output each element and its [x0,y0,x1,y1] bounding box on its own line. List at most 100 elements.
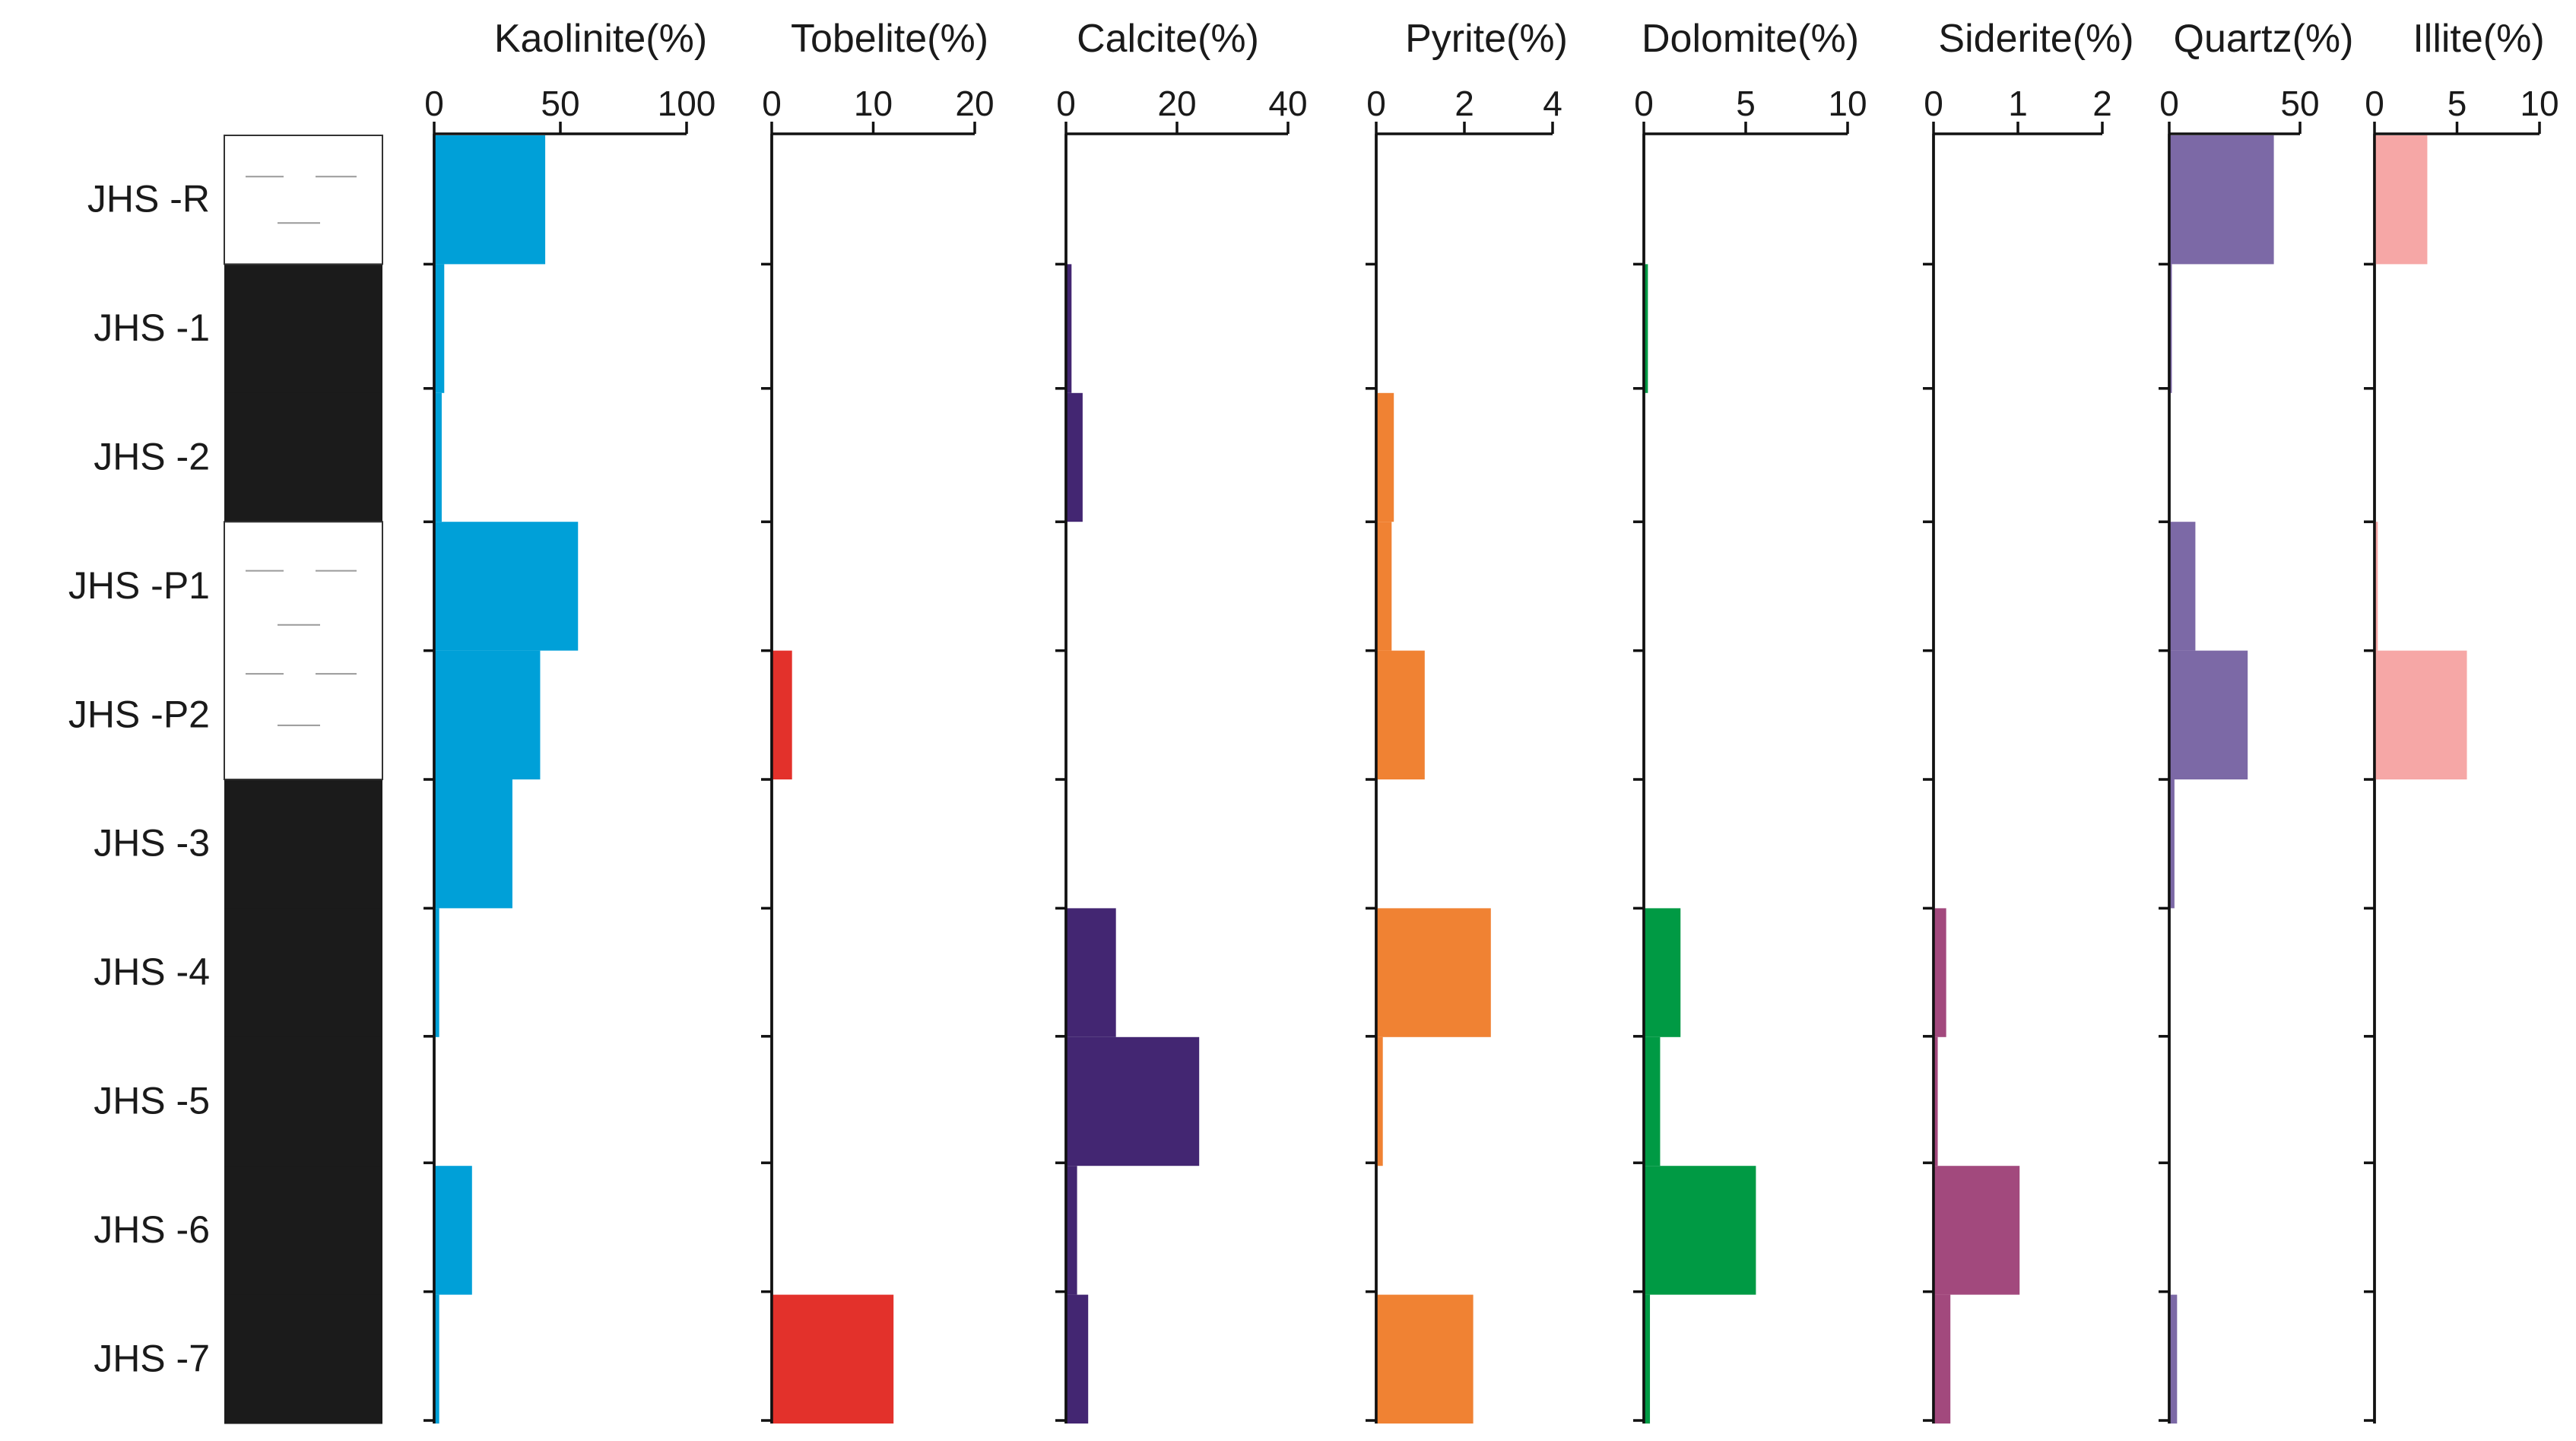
series-title: Pyrite(%) [1405,17,1568,61]
lithology-outline [224,135,383,265]
bar [1376,908,1491,1037]
panel-pyrite: Pyrite(%) 0 2 4 [1366,17,1568,1424]
lithology-coal [224,1294,382,1424]
lithology-coal [224,908,382,1038]
sample-label: JHS -3 [94,822,210,865]
lithology-mudstone [224,522,382,652]
series-title: Tobelite(%) [791,17,988,61]
sample-label: JHS -1 [94,306,210,349]
panel-illite: Illite(%) 0 5 10 [2364,17,2559,1424]
series-title: Dolomite(%) [1642,17,1859,61]
series-title: Illite(%) [2413,17,2544,61]
x-tick-label: 4 [1543,84,1562,123]
bar [2169,1294,2178,1424]
bar [1934,1036,1938,1166]
x-tick-label: 50 [2280,84,2319,123]
series-title: Kaolinite(%) [494,17,707,61]
bar [1066,1294,1089,1424]
bar [434,779,512,909]
bar [2169,135,2274,265]
bar [1066,264,1072,393]
bar [1934,908,1946,1037]
x-tick-label: 2 [2092,84,2112,123]
bar [1066,908,1116,1037]
sample-label: JHS -2 [94,436,210,478]
sample-labels: JHS -R JHS -1 JHS -2 JHS -P1 JHS -P2 JHS -3 JH… [68,178,210,1380]
lithology-mudstone [224,135,382,265]
lithology-coal [224,392,382,522]
lithology-coal [224,1166,382,1296]
x-tick-label: 2 [1455,84,1474,123]
sample-label: JHS -P1 [68,564,210,607]
lithology-coal [224,264,382,394]
x-tick-label: 10 [854,84,893,123]
bar [434,392,442,522]
bar [2375,135,2428,265]
bar [1644,264,1648,393]
x-tick-label: 0 [1366,84,1386,123]
x-tick-label: 40 [1268,84,1307,123]
x-tick-label: 0 [1056,84,1076,123]
bar [434,1166,472,1295]
x-tick-label: 0 [1924,84,1943,123]
bar [2169,650,2248,779]
bar [1376,392,1394,522]
bar [1066,1166,1077,1295]
x-tick-label: 10 [1828,84,1867,123]
x-tick-label: 10 [2520,84,2559,123]
bar [2169,522,2196,651]
x-tick-label: 5 [1736,84,1756,123]
bar [1644,908,1681,1037]
bar [434,908,439,1037]
series-title: Quartz(%) [2174,17,2354,61]
panel-kaolinite: Kaolinite(%) 0 50 100 [424,17,715,1424]
sample-label: JHS -5 [94,1080,210,1122]
bar [772,650,792,779]
lithology-mudstone [224,650,382,780]
lithology-coal [224,1036,382,1166]
sample-label: JHS -4 [94,951,210,993]
sample-label: JHS -6 [94,1208,210,1251]
bar [1376,650,1425,779]
lithology-outline [224,521,383,780]
x-tick-label: 0 [2159,84,2179,123]
bar [772,1294,894,1424]
panel-calcite: Calcite(%)0 20 40 [1055,17,1308,1424]
bar [1644,1036,1661,1166]
bar [434,1294,439,1424]
panel-siderite: Siderite(%) 0 1 2 [1923,17,2134,1424]
x-tick-label: 0 [2365,84,2384,123]
x-tick-label: 1 [2008,84,2028,123]
x-tick-label: 0 [1634,84,1654,123]
series-title: Siderite(%) [1938,17,2133,61]
bar [434,264,445,393]
bar [434,522,579,651]
bar [2169,779,2175,909]
bar [434,135,546,265]
lithology-coal [224,779,382,909]
bar [1066,1036,1200,1166]
bar [1376,1294,1474,1424]
x-tick-label: 5 [2448,84,2467,123]
panel-dolomite: Dolomite(%) 0 5 10 [1633,17,1867,1424]
series-title: Calcite(%) [1077,17,1259,61]
x-tick-label: 20 [1157,84,1196,123]
bar [1066,392,1083,522]
panel-tobelite: Tobelite(%)0 10 20 [761,17,995,1424]
sample-label: JHS -P2 [68,693,210,735]
x-tick-label: 20 [955,84,994,123]
bar [1934,1294,1951,1424]
x-tick-label: 100 [658,84,716,123]
bar [1376,1036,1383,1166]
x-tick-label: 0 [424,84,444,123]
bar [434,650,541,779]
bar [2375,522,2378,651]
sample-label: JHS -R [87,178,210,221]
bar [1644,1166,1756,1295]
bar [2375,650,2467,779]
bar [1934,1166,2020,1295]
x-tick-label: 0 [762,84,782,123]
x-tick-label: 50 [541,84,579,123]
